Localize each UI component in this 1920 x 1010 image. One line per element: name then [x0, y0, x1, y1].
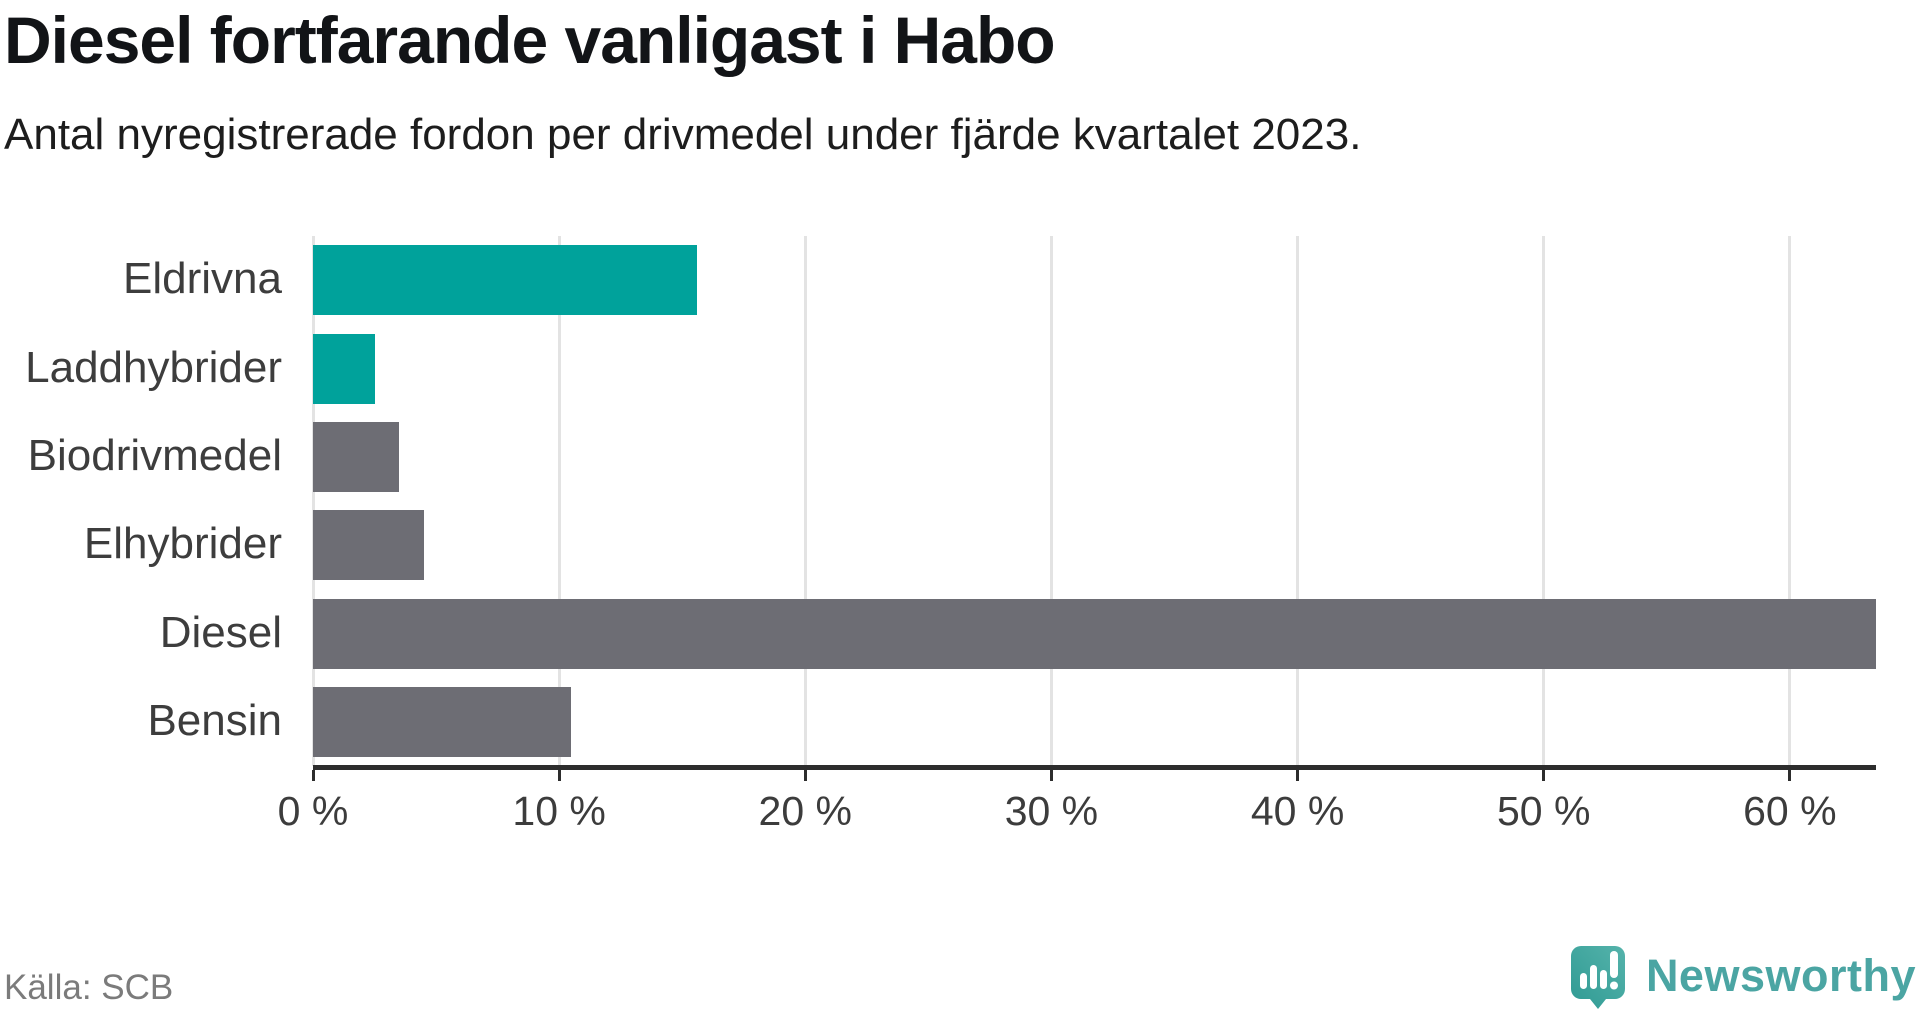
gridline-30 — [1049, 236, 1053, 766]
axis-tick-30 — [1049, 770, 1053, 781]
gridline-40 — [1296, 236, 1300, 766]
newsworthy-wordmark: Newsworthy — [1645, 950, 1916, 1001]
bar-biodrivmedel — [313, 421, 400, 492]
axis-tick-label-20: 20 % — [758, 788, 852, 834]
category-label-elhybrider: Elhybrider — [83, 519, 282, 569]
axis-tick-label-50: 50 % — [1496, 788, 1591, 834]
gridline-10 — [557, 236, 561, 766]
axis-tick-label-0: 0 % — [277, 788, 349, 834]
axis-tick-label-40: 40 % — [1250, 788, 1345, 834]
x-axis-line — [313, 765, 1876, 770]
category-label-laddhybrider: Laddhybrider — [25, 342, 282, 392]
category-label-eldrivna: Eldrivna — [123, 254, 282, 304]
gridline-20 — [803, 236, 807, 766]
axis-tick-10 — [557, 770, 561, 781]
gridline-60 — [1788, 236, 1792, 766]
axis-tick-40 — [1296, 770, 1300, 781]
chart-title: Diesel fortfarande vanligast i Habo — [4, 3, 1056, 77]
newsworthy-logo: Newsworthy — [1568, 942, 1916, 1009]
category-label-biodrivmedel: Biodrivmedel — [27, 430, 282, 480]
axis-tick-60 — [1788, 770, 1792, 781]
category-label-diesel: Diesel — [159, 607, 282, 657]
axis-tick-50 — [1542, 770, 1546, 781]
axis-tick-label-10: 10 % — [512, 788, 606, 834]
bar-eldrivna — [313, 245, 697, 316]
gridline-50 — [1542, 236, 1546, 766]
bar-diesel — [313, 598, 1876, 669]
category-label-bensin: Bensin — [147, 695, 282, 745]
axis-tick-0 — [311, 770, 315, 781]
plot-area — [311, 236, 1876, 766]
chart-subtitle: Antal nyregistrerade fordon per drivmede… — [4, 110, 1362, 159]
bar-laddhybrider — [313, 333, 375, 404]
axis-tick-label-30: 30 % — [1004, 788, 1099, 834]
axis-tick-20 — [803, 770, 807, 781]
gridline-0 — [311, 236, 315, 766]
bar-elhybrider — [313, 510, 424, 581]
bar-bensin — [313, 686, 572, 757]
newsworthy-speech-bubble-chart-icon — [1570, 946, 1625, 1009]
source-label: Källa: SCB — [4, 968, 174, 1007]
axis-tick-label-60: 60 % — [1743, 788, 1837, 834]
